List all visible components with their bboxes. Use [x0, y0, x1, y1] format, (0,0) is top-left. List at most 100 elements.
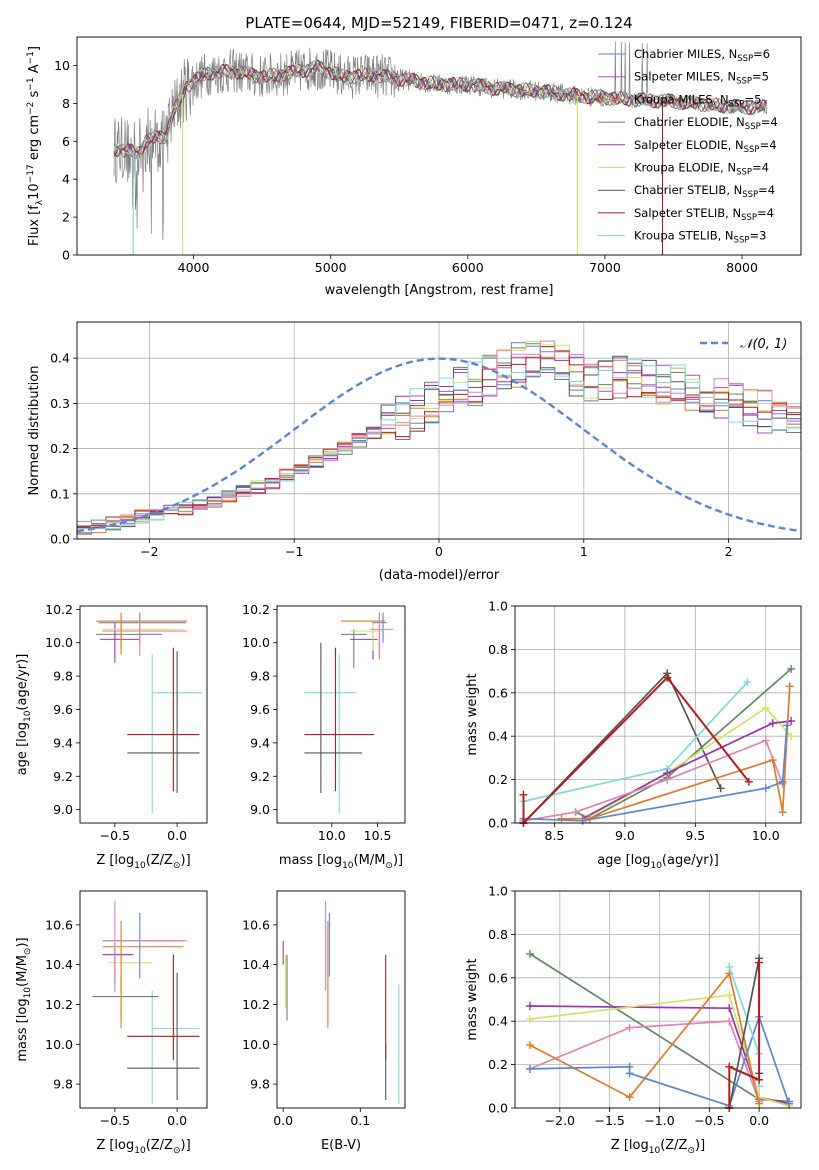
mass-weight-line	[582, 720, 792, 820]
plus-marker	[725, 991, 734, 1000]
y-tick-label: 10.2	[45, 602, 73, 617]
y-axis-label: age [log10(age/yr)]	[15, 654, 33, 776]
mass-weight-line	[523, 725, 788, 822]
y-tick-label: 9.6	[250, 702, 270, 717]
y-tick-label: 0.0	[488, 816, 508, 831]
plus-marker	[725, 962, 734, 971]
plus-marker	[525, 1002, 534, 1011]
y-axis-label: Normed distribution	[27, 366, 42, 496]
y-tick-label: 0.0	[50, 532, 70, 547]
x-axis-label: age [log10(age/yr)]	[597, 853, 719, 871]
y-tick-label: 0.1	[50, 486, 70, 501]
mass-weight-line	[529, 1020, 760, 1102]
mass_vs_Z-axes: −0.5 0.0 9.8 10.0 10.2 10.4 10.6	[45, 917, 187, 1128]
plus-marker	[725, 1004, 734, 1013]
plus-marker	[755, 1099, 764, 1108]
plus-marker	[768, 756, 777, 765]
plus-marker	[787, 664, 796, 673]
plus-marker	[625, 1023, 634, 1032]
legend-label: Kroupa MILES, NSSP=5	[634, 92, 761, 109]
mass_vs_ebv-points	[282, 900, 400, 1105]
y-tick-label: 10	[54, 58, 70, 73]
y-axis-label: mass weight	[465, 958, 480, 1040]
x-tick-label: 0.0	[167, 828, 187, 843]
x-axis-label: Z [log10(Z/Z⊙)]	[96, 853, 190, 871]
y-tick-label: 0.2	[50, 441, 70, 456]
gaussian-curve	[77, 357, 799, 533]
plus-marker	[525, 1064, 534, 1073]
y-tick-label: 10.2	[242, 602, 270, 617]
legend-label: Chabrier STELIB, NSSP=4	[634, 183, 775, 200]
plus-marker	[755, 958, 764, 967]
y-tick-label: 1.0	[488, 884, 508, 899]
legend-label: Kroupa STELIB, NSSP=3	[634, 229, 766, 246]
legend-label: Chabrier ELODIE, NSSP=4	[634, 115, 778, 132]
mass-weight-line	[529, 1014, 790, 1107]
x-tick-label: −0.5	[100, 828, 130, 843]
y-tick-label: 0.8	[488, 642, 508, 657]
y-tick-label: 10.0	[242, 635, 270, 650]
y-tick-label: 9.8	[250, 669, 270, 684]
plus-marker	[725, 1017, 734, 1026]
plus-marker	[761, 784, 770, 793]
x-tick-label: 10.5	[364, 828, 392, 843]
x-axis-label: Z [log10(Z/Z⊙)]	[611, 1138, 705, 1156]
mass_weight_vs_age-lines	[519, 664, 796, 827]
plus-marker	[663, 673, 672, 682]
chart-title: PLATE=0644, MJD=52149, FIBERID=0471, z=0…	[245, 14, 632, 32]
model-spectrum	[113, 59, 767, 161]
y-tick-label: 0	[62, 248, 70, 263]
x-tick-label: 0.1	[350, 1113, 370, 1128]
y-tick-label: 9.8	[53, 669, 73, 684]
y-tick-label: 10.0	[242, 1037, 270, 1052]
x-tick-label: 4000	[178, 260, 210, 275]
spectrum-frame	[76, 36, 802, 256]
age_vs_Z-frame	[79, 605, 208, 824]
mass_vs_Z-frame	[79, 890, 208, 1109]
y-tick-label: 0.2	[488, 772, 508, 787]
x-tick-label: 2	[725, 544, 733, 559]
x-tick-label: −2	[140, 544, 158, 559]
y-tick-label: 9.0	[53, 802, 73, 817]
x-tick-label: 0	[435, 544, 443, 559]
histogram-series	[77, 342, 801, 529]
y-tick-label: 0.0	[488, 1101, 508, 1116]
plus-marker	[519, 790, 528, 799]
y-tick-label: 9.2	[250, 769, 270, 784]
x-tick-label: −0.5	[100, 1113, 130, 1128]
y-tick-label: 0.3	[50, 396, 70, 411]
y-axis-label: Flux [fλ10−17 erg cm−2 s−1 A−1]	[26, 46, 45, 246]
y-tick-label: 0.6	[488, 970, 508, 985]
histogram-frame	[76, 321, 802, 540]
legend-label: Kroupa ELODIE, NSSP=4	[634, 161, 769, 178]
mass_weight_vs_Z-frame	[514, 890, 802, 1109]
model-spectrum	[113, 63, 768, 158]
y-tick-label: 10.2	[242, 997, 270, 1012]
plus-marker	[785, 1099, 794, 1108]
mass_weight_vs_age-frame	[514, 605, 802, 824]
x-tick-label: 8000	[726, 260, 758, 275]
y-tick-label: 9.2	[53, 769, 73, 784]
plus-marker	[625, 1093, 634, 1102]
y-tick-label: 10.4	[242, 957, 270, 972]
x-tick-label: −1.0	[644, 1113, 674, 1128]
legend-label: Salpeter STELIB, NSSP=4	[634, 206, 774, 223]
x-tick-label: 0.0	[167, 1113, 187, 1128]
y-tick-label: 10.0	[45, 635, 73, 650]
y-tick-label: 8	[62, 96, 70, 111]
legend-label: Salpeter ELODIE, NSSP=4	[634, 138, 777, 155]
y-tick-label: 4	[62, 172, 70, 187]
plus-marker	[716, 784, 725, 793]
y-tick-label: 10.4	[45, 957, 73, 972]
x-axis-label: (data-model)/error	[379, 568, 500, 583]
model-spectrum	[113, 61, 768, 158]
histogram-series	[77, 343, 801, 527]
mass-weight-line	[529, 994, 790, 1107]
age_vs_Z-axes: −0.5 0.0 9.0 9.2 9.4 9.6 9.8 10.0 10.2	[45, 602, 187, 843]
mass_vs_Z-points	[92, 900, 200, 1105]
y-tick-label: 10.0	[45, 1037, 73, 1052]
legend-label: Salpeter MILES, NSSP=5	[634, 70, 769, 87]
y-tick-label: 6	[62, 134, 70, 149]
age_vs_mass-axes: 10.0 10.5 9.0 9.2 9.4 9.6 9.8 10.0 10.2	[242, 602, 391, 843]
